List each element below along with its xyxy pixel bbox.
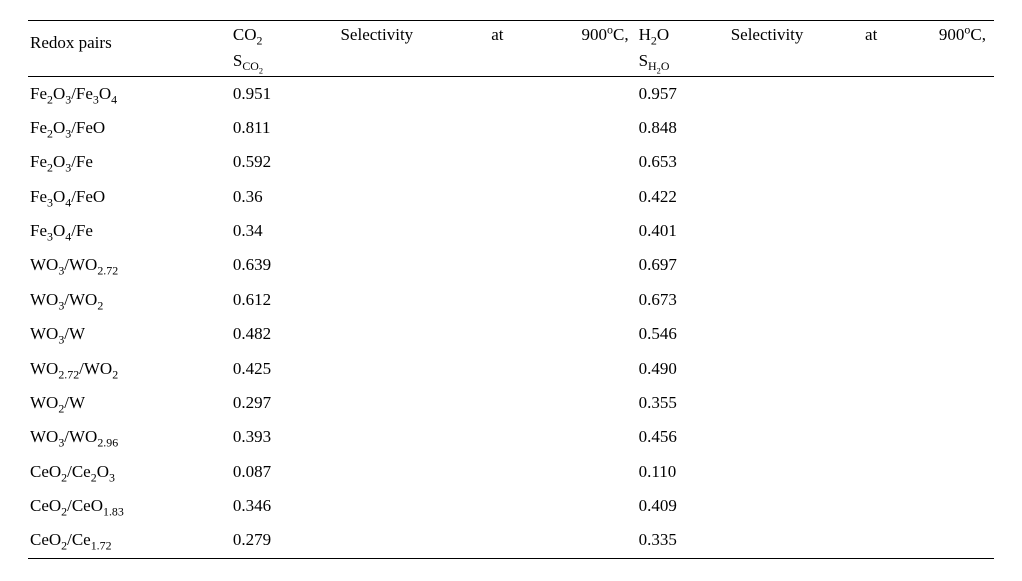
header-h2o-token: H2O [639,25,670,45]
header-h2o-token: at [865,25,877,45]
table-row: WO3/WO20.6120.673 [28,283,994,317]
cell-redox-pair: WO2/W [28,386,231,420]
cell-co2-selectivity: 0.951 [231,76,637,111]
header-redox-pairs: Redox pairs [28,21,231,77]
cell-h2o-selectivity: 0.490 [637,352,994,386]
selectivity-table: Redox pairs CO2 Selectivity at 900oC, SC… [28,20,994,559]
cell-co2-selectivity: 0.346 [231,489,637,523]
cell-h2o-selectivity: 0.401 [637,214,994,248]
header-co2: CO2 Selectivity at 900oC, SCO2 [231,21,637,77]
cell-h2o-selectivity: 0.653 [637,145,994,179]
cell-co2-selectivity: 0.482 [231,317,637,351]
table-row: Fe2O3/Fe0.5920.653 [28,145,994,179]
table-row: CeO2/Ce2O30.0870.110 [28,455,994,489]
table-body: Fe2O3/Fe3O40.9510.957Fe2O3/FeO0.8110.848… [28,76,994,558]
header-co2-token: Selectivity [340,25,413,45]
cell-h2o-selectivity: 0.409 [637,489,994,523]
cell-redox-pair: Fe2O3/Fe [28,145,231,179]
cell-co2-selectivity: 0.393 [231,420,637,454]
cell-redox-pair: CeO2/Ce2O3 [28,455,231,489]
cell-redox-pair: WO3/WO2.72 [28,248,231,282]
cell-co2-selectivity: 0.279 [231,523,637,558]
cell-h2o-selectivity: 0.355 [637,386,994,420]
header-h2o-token: Selectivity [731,25,804,45]
header-co2-token: 900oC, [582,25,629,45]
cell-h2o-selectivity: 0.848 [637,111,994,145]
cell-co2-selectivity: 0.639 [231,248,637,282]
table-row: Fe3O4/FeO0.360.422 [28,180,994,214]
header-co2-bottom: SCO2 [233,45,635,72]
cell-redox-pair: Fe2O3/FeO [28,111,231,145]
cell-redox-pair: WO3/W [28,317,231,351]
cell-redox-pair: Fe3O4/Fe [28,214,231,248]
table-row: CeO2/Ce1.720.2790.335 [28,523,994,558]
cell-co2-selectivity: 0.36 [231,180,637,214]
cell-co2-selectivity: 0.087 [231,455,637,489]
cell-co2-selectivity: 0.612 [231,283,637,317]
table-row: WO2.72/WO20.4250.490 [28,352,994,386]
table-row: Fe3O4/Fe0.340.401 [28,214,994,248]
cell-co2-selectivity: 0.297 [231,386,637,420]
cell-redox-pair: WO3/WO2.96 [28,420,231,454]
cell-h2o-selectivity: 0.697 [637,248,994,282]
cell-co2-selectivity: 0.425 [231,352,637,386]
header-h2o-bottom: SH2O [639,45,992,72]
table-row: WO3/WO2.720.6390.697 [28,248,994,282]
cell-redox-pair: Fe3O4/FeO [28,180,231,214]
table-row: WO3/W0.4820.546 [28,317,994,351]
cell-h2o-selectivity: 0.957 [637,76,994,111]
header-h2o-top: H2O Selectivity at 900oC, [639,25,992,45]
table-row: Fe2O3/FeO0.8110.848 [28,111,994,145]
header-co2-token: at [491,25,503,45]
cell-h2o-selectivity: 0.456 [637,420,994,454]
cell-h2o-selectivity: 0.110 [637,455,994,489]
cell-redox-pair: Fe2O3/Fe3O4 [28,76,231,111]
header-co2-symbol: SCO2 [233,51,263,70]
cell-co2-selectivity: 0.811 [231,111,637,145]
header-co2-token: CO2 [233,25,263,45]
cell-h2o-selectivity: 0.422 [637,180,994,214]
header-co2-top: CO2 Selectivity at 900oC, [233,25,635,45]
cell-redox-pair: CeO2/Ce1.72 [28,523,231,558]
cell-co2-selectivity: 0.592 [231,145,637,179]
table-row: Fe2O3/Fe3O40.9510.957 [28,76,994,111]
table-row: WO2/W0.2970.355 [28,386,994,420]
cell-co2-selectivity: 0.34 [231,214,637,248]
header-h2o-symbol: SH2O [639,51,670,70]
table-header: Redox pairs CO2 Selectivity at 900oC, SC… [28,21,994,77]
header-h2o: H2O Selectivity at 900oC, SH2O [637,21,994,77]
table-row: CeO2/CeO1.830.3460.409 [28,489,994,523]
header-h2o-token: 900oC, [939,25,986,45]
cell-redox-pair: WO2.72/WO2 [28,352,231,386]
cell-h2o-selectivity: 0.335 [637,523,994,558]
cell-h2o-selectivity: 0.673 [637,283,994,317]
cell-redox-pair: WO3/WO2 [28,283,231,317]
cell-h2o-selectivity: 0.546 [637,317,994,351]
cell-redox-pair: CeO2/CeO1.83 [28,489,231,523]
table-row: WO3/WO2.960.3930.456 [28,420,994,454]
header-redox-pairs-label: Redox pairs [30,33,112,53]
